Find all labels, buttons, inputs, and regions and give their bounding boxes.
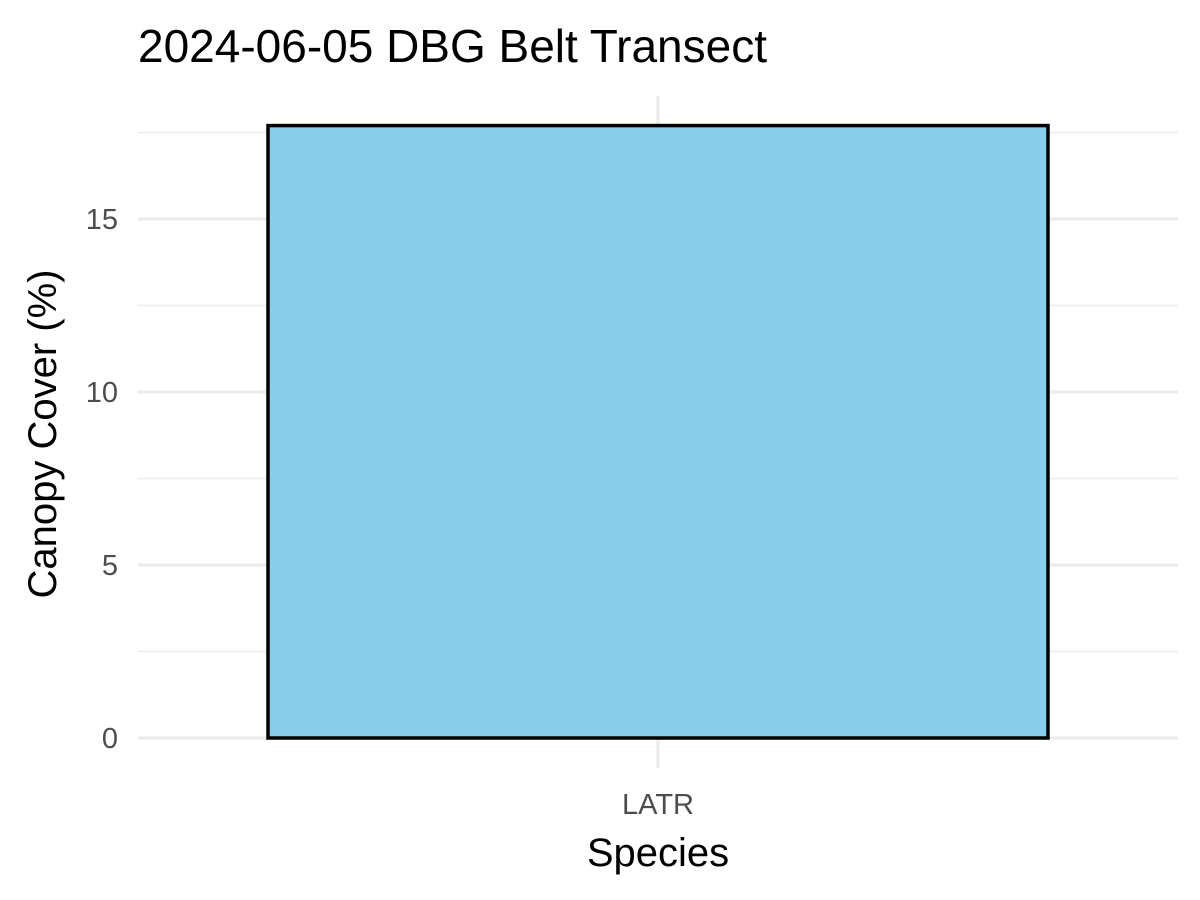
x-tick-label: LATR bbox=[622, 789, 694, 821]
bar-latr bbox=[266, 123, 1050, 740]
y-tick-label: 10 bbox=[86, 377, 118, 409]
y-tick-label: 15 bbox=[86, 204, 118, 236]
bars bbox=[266, 123, 1050, 740]
chart-title: 2024-06-05 DBG Belt Transect bbox=[138, 20, 767, 72]
x-tick-labels: LATR bbox=[622, 789, 694, 821]
y-tick-label: 0 bbox=[102, 723, 118, 755]
y-tick-labels: 0 5 10 15 bbox=[86, 204, 118, 755]
x-axis-title: Species bbox=[587, 831, 729, 875]
y-tick-label: 5 bbox=[102, 550, 118, 582]
y-axis-title: Canopy Cover (%) bbox=[21, 269, 65, 598]
